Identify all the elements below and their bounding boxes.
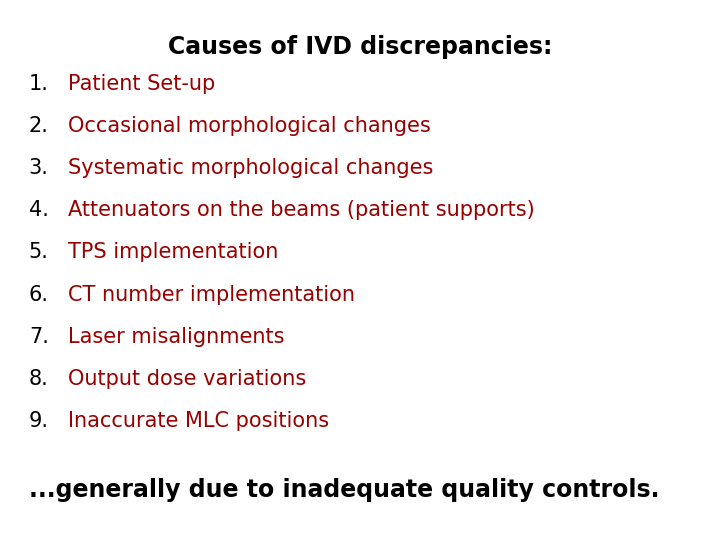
Text: Causes of IVD discrepancies:: Causes of IVD discrepancies: [168, 35, 552, 59]
Text: 6.: 6. [29, 285, 49, 305]
Text: 2.: 2. [29, 116, 49, 136]
Text: 7.: 7. [29, 327, 49, 347]
Text: CT number implementation: CT number implementation [68, 285, 356, 305]
Text: 4.: 4. [29, 200, 49, 220]
Text: 8.: 8. [29, 369, 48, 389]
Text: Systematic morphological changes: Systematic morphological changes [68, 158, 433, 178]
Text: Inaccurate MLC positions: Inaccurate MLC positions [68, 411, 330, 431]
Text: Patient Set-up: Patient Set-up [68, 73, 216, 94]
Text: Output dose variations: Output dose variations [68, 369, 307, 389]
Text: Attenuators on the beams (patient supports): Attenuators on the beams (patient suppor… [68, 200, 535, 220]
Text: Laser misalignments: Laser misalignments [68, 327, 285, 347]
Text: TPS implementation: TPS implementation [68, 242, 279, 262]
Text: 1.: 1. [29, 73, 49, 94]
Text: Occasional morphological changes: Occasional morphological changes [68, 116, 431, 136]
Text: 3.: 3. [29, 158, 49, 178]
Text: ...generally due to inadequate quality controls.: ...generally due to inadequate quality c… [29, 478, 660, 502]
Text: 5.: 5. [29, 242, 49, 262]
Text: 9.: 9. [29, 411, 49, 431]
